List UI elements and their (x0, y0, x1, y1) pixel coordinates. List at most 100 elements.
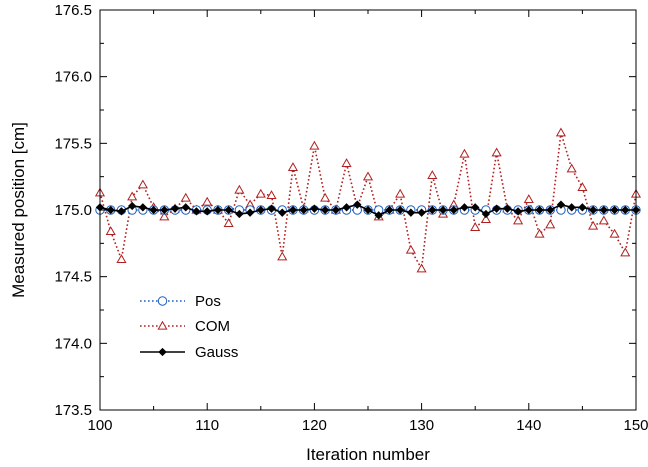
data-point-gauss (224, 205, 233, 215)
data-point-com (277, 251, 288, 261)
data-point-gauss (363, 205, 373, 215)
data-point-gauss (203, 207, 212, 216)
data-point-com (362, 171, 374, 181)
data-point-gauss (342, 203, 351, 212)
data-point-com (309, 140, 320, 150)
axis-ticks (99, 9, 637, 411)
data-point-gauss (492, 204, 501, 213)
x-tick-label: 120 (302, 417, 327, 434)
y-axis-title: Measured position [cm] (9, 122, 28, 298)
data-point-com (202, 196, 213, 206)
data-point-com (416, 263, 427, 273)
data-point-gauss (417, 208, 426, 217)
data-point-gauss (299, 205, 308, 215)
data-point-com (588, 220, 599, 230)
data-point-gauss (578, 203, 587, 212)
y-tick-label: 174.0 (54, 335, 92, 352)
x-tick-label: 130 (409, 417, 434, 434)
data-point-gauss (117, 207, 126, 216)
data-point-com (395, 188, 406, 198)
data-point-gauss (278, 208, 287, 217)
data-point-com (105, 226, 116, 235)
data-point-gauss (610, 205, 619, 215)
data-point-com (555, 127, 567, 137)
data-point-com (266, 190, 277, 199)
data-point-gauss (267, 204, 276, 213)
data-point-com (287, 162, 299, 171)
legend-label-com: COM (195, 318, 230, 335)
data-point-gauss (170, 204, 180, 213)
y-tick-label: 174.5 (54, 269, 92, 286)
data-point-gauss (310, 204, 319, 213)
data-point-com (566, 163, 577, 173)
data-point-com (545, 219, 556, 229)
data-point-com (609, 228, 620, 238)
data-point-gauss (160, 205, 169, 215)
data-point-com (137, 179, 148, 189)
x-tick-label: 110 (195, 417, 219, 434)
legend-item-pos: Pos (140, 293, 221, 310)
data-point-gauss (524, 205, 533, 215)
y-tick-label: 176.0 (54, 69, 92, 86)
legend-label-gauss: Gauss (195, 344, 238, 361)
data-point-gauss (149, 205, 158, 215)
data-point-com (223, 218, 234, 227)
data-point-com (534, 228, 545, 238)
legend-marker-com (157, 320, 168, 330)
y-tick-label: 175.0 (54, 202, 92, 219)
data-point-gauss (546, 205, 555, 215)
data-point-com (459, 148, 470, 158)
data-point-com (116, 254, 127, 263)
y-tick-label: 175.5 (54, 135, 92, 152)
data-point-com (598, 215, 609, 225)
data-point-com (620, 247, 631, 257)
data-point-gauss (374, 211, 383, 220)
x-tick-label: 100 (87, 417, 112, 434)
legend-label-pos: Pos (195, 293, 221, 310)
x-tick-label: 150 (623, 417, 648, 434)
data-point-com (470, 222, 481, 231)
data-point-gauss (213, 205, 223, 215)
legend-marker-pos (157, 296, 168, 306)
data-point-gauss (245, 208, 255, 217)
data-point-com (513, 215, 524, 225)
data-point-gauss (556, 200, 566, 209)
data-point-com (427, 170, 438, 179)
data-point-gauss (385, 205, 394, 215)
data-point-gauss (331, 205, 341, 215)
data-point-gauss (460, 203, 469, 212)
x-tick-label: 140 (516, 417, 541, 434)
data-point-gauss (438, 205, 448, 215)
y-tick-label: 173.5 (54, 402, 92, 419)
data-point-com (480, 214, 491, 223)
data-point-gauss (256, 205, 265, 215)
legend: Pos COM Gauss (140, 293, 238, 361)
data-point-gauss (235, 209, 244, 219)
data-point-com (255, 188, 266, 198)
data-point-gauss (288, 205, 298, 215)
data-point-com (341, 158, 352, 167)
legend-item-com: COM (140, 318, 230, 335)
data-point-com (320, 192, 331, 202)
series-com (94, 127, 642, 273)
data-point-gauss (406, 208, 416, 217)
data-point-com (523, 194, 534, 203)
data-point-gauss (588, 205, 598, 215)
data-point-gauss (449, 205, 458, 215)
data-point-gauss (320, 205, 330, 215)
tick-labels: 100 110 120 130 140 150 173.5 174.0 174.5 175.0 17… (54, 2, 648, 434)
data-point-com (127, 191, 138, 201)
data-point-com (159, 211, 170, 221)
series-line-com (99, 132, 637, 272)
data-point-gauss (395, 205, 405, 215)
y-tick-label: 176.5 (54, 2, 92, 19)
data-point-gauss (127, 201, 137, 211)
series-gauss (95, 200, 641, 220)
data-point-gauss (535, 205, 544, 215)
data-point-com (180, 192, 191, 202)
data-point-gauss (428, 205, 437, 215)
data-point-gauss (481, 209, 491, 219)
data-point-gauss (181, 203, 190, 212)
data-point-gauss (138, 203, 148, 212)
legend-marker-gauss (158, 347, 167, 357)
